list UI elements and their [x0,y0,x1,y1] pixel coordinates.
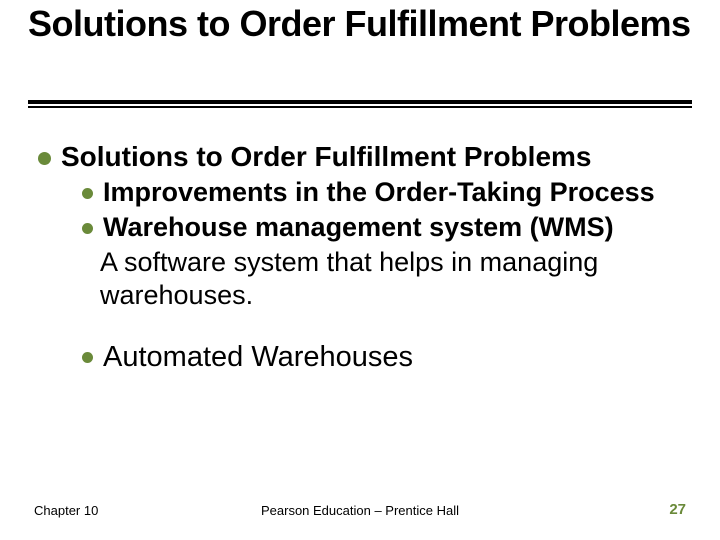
list-item-label: Improvements in the Order-Taking Process [103,176,655,209]
title-area: Solutions to Order Fulfillment Problems [28,4,692,44]
slide-title: Solutions to Order Fulfillment Problems [28,4,692,44]
page-number: 27 [669,501,686,518]
bullet-icon [82,352,93,363]
underline-thick [28,100,692,104]
footer-center: Pearson Education – Prentice Hall [0,503,720,518]
underline-thin [28,106,692,108]
title-underline [28,100,692,106]
list-item-desc: A software system that helps in managing… [100,246,678,312]
bullet-icon [82,223,93,234]
list-item-label: Automated Warehouses [103,340,413,375]
bullet-icon [38,152,51,165]
content-area: Solutions to Order Fulfillment Problems … [38,140,678,377]
list-item: Improvements in the Order-Taking Process [82,176,678,209]
list-item: Warehouse management system (WMS) [82,211,678,244]
bullet-icon [82,188,93,199]
list-item-label: Warehouse management system (WMS) [103,211,614,244]
list-heading: Solutions to Order Fulfillment Problems [61,140,591,174]
list-item: Solutions to Order Fulfillment Problems [38,140,678,174]
slide: Solutions to Order Fulfillment Problems … [0,0,720,540]
list-item: Automated Warehouses [82,340,678,375]
